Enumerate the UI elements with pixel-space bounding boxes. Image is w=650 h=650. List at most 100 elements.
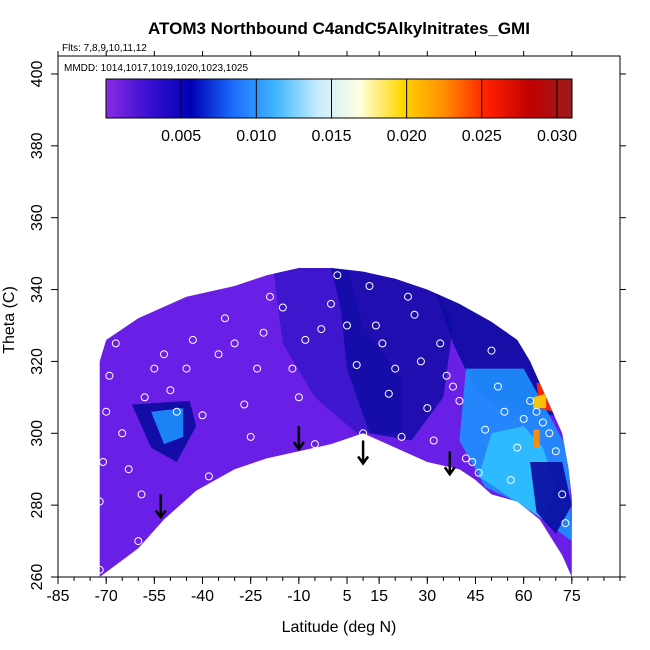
observation-point	[166, 386, 175, 395]
observation-point	[461, 454, 470, 463]
y-tick-label: 260	[29, 564, 46, 591]
observation-point	[391, 364, 400, 373]
observation-point	[317, 325, 326, 334]
observation-point	[204, 472, 213, 481]
observation-point	[310, 440, 319, 449]
field-orange-east	[533, 429, 540, 448]
colorbar-tick-label: 0.020	[387, 128, 427, 145]
arrow-head	[154, 509, 167, 520]
x-tick-label: -70	[95, 588, 118, 605]
observation-point	[294, 393, 303, 402]
observation-point	[397, 432, 406, 441]
y-tick-label: 320	[29, 348, 46, 375]
observation-point	[423, 404, 432, 413]
observation-point	[410, 310, 419, 319]
x-tick-label: 30	[418, 588, 436, 605]
observation-point	[442, 371, 451, 380]
y-tick-label: 280	[29, 492, 46, 519]
x-axis-label: Latitude (deg N)	[282, 619, 397, 636]
colorbar: 0.005 0.010 0.015 0.020 0.025 0.030	[105, 78, 577, 145]
down-arrow	[154, 494, 167, 520]
observation-point	[513, 443, 522, 452]
observation-point	[365, 282, 374, 290]
x-tick-label: -25	[239, 588, 262, 605]
observation-point	[221, 314, 229, 323]
flights-text: Flts: 7,8,9,10,11,12	[62, 43, 147, 54]
observation-point	[481, 425, 490, 434]
x-tick-label: 45	[467, 588, 485, 605]
y-tick-label: 300	[29, 420, 46, 447]
colorbar-tick-label: 0.005	[161, 128, 201, 145]
observation-point	[95, 497, 104, 506]
colorbar-tick-label: 0.015	[311, 128, 351, 145]
observation-point	[288, 364, 297, 373]
observation-point	[506, 476, 515, 484]
observation-point	[561, 519, 570, 528]
observation-point	[105, 371, 114, 380]
x-tick-label: -85	[46, 588, 69, 605]
observation-point	[500, 407, 509, 416]
observation-point	[352, 361, 361, 369]
observation-point	[558, 490, 567, 499]
observation-point	[384, 389, 393, 398]
arrow-markers	[154, 426, 456, 520]
observation-point	[404, 292, 412, 301]
x-tick-label: -55	[143, 588, 166, 605]
observation-point	[545, 429, 554, 438]
observation-point	[278, 303, 287, 312]
observation-point	[449, 382, 457, 391]
arrow-head	[357, 455, 370, 466]
observation-point	[551, 447, 560, 456]
x-tick-label: 75	[563, 588, 581, 605]
observation-point	[371, 321, 380, 330]
observation-point	[436, 339, 445, 348]
observation-point	[214, 350, 223, 359]
observation-point	[378, 339, 387, 348]
observation-point	[538, 418, 547, 427]
field-yellow-east	[533, 393, 547, 409]
field-navy-southeast	[530, 462, 572, 534]
x-tick-label: 15	[370, 588, 388, 605]
plot-frame	[57, 55, 621, 578]
y-tick-label: 360	[29, 204, 46, 231]
observation-point	[188, 335, 197, 344]
observation-markers	[95, 271, 570, 574]
observation-point	[99, 458, 107, 466]
observation-point	[118, 429, 127, 438]
observation-point	[253, 364, 262, 373]
observation-point	[240, 400, 249, 409]
observation-point	[102, 407, 111, 416]
observation-point	[140, 393, 149, 402]
y-tick-label: 400	[29, 61, 46, 88]
down-arrow	[443, 451, 456, 477]
dates-text: MMDD: 1014,1017,1019,1020,1023,1025	[64, 63, 248, 74]
chart-title: ATOM3 Northbound C4andC5Alkylnitrates_GM…	[148, 19, 530, 38]
colorbar-ramp	[105, 78, 573, 119]
observation-point	[266, 292, 274, 301]
observation-point	[301, 335, 310, 344]
arrow-head	[292, 441, 305, 452]
observation-point	[172, 407, 181, 416]
down-arrow	[292, 426, 305, 452]
colorbar-tick-label: 0.030	[537, 128, 577, 145]
x-tick-label: 60	[515, 588, 533, 605]
observation-point	[246, 432, 255, 441]
observation-point	[429, 436, 438, 445]
observation-point	[526, 396, 535, 405]
observation-point	[259, 328, 268, 337]
y-tick-label: 340	[29, 276, 46, 303]
observation-point	[134, 537, 143, 546]
observation-point	[333, 271, 342, 280]
observation-point	[137, 490, 146, 499]
arrow-head	[443, 466, 456, 477]
field-cyan-west	[151, 408, 184, 445]
colorbar-tick-label: 0.025	[462, 128, 502, 145]
x-tick-label: -40	[191, 588, 214, 605]
observation-point	[468, 458, 477, 466]
field-navy-band	[331, 268, 453, 441]
observation-point	[494, 382, 502, 391]
y-axis-label: Theta (C)	[1, 286, 18, 354]
observation-point	[327, 299, 335, 308]
down-arrow	[357, 440, 370, 466]
